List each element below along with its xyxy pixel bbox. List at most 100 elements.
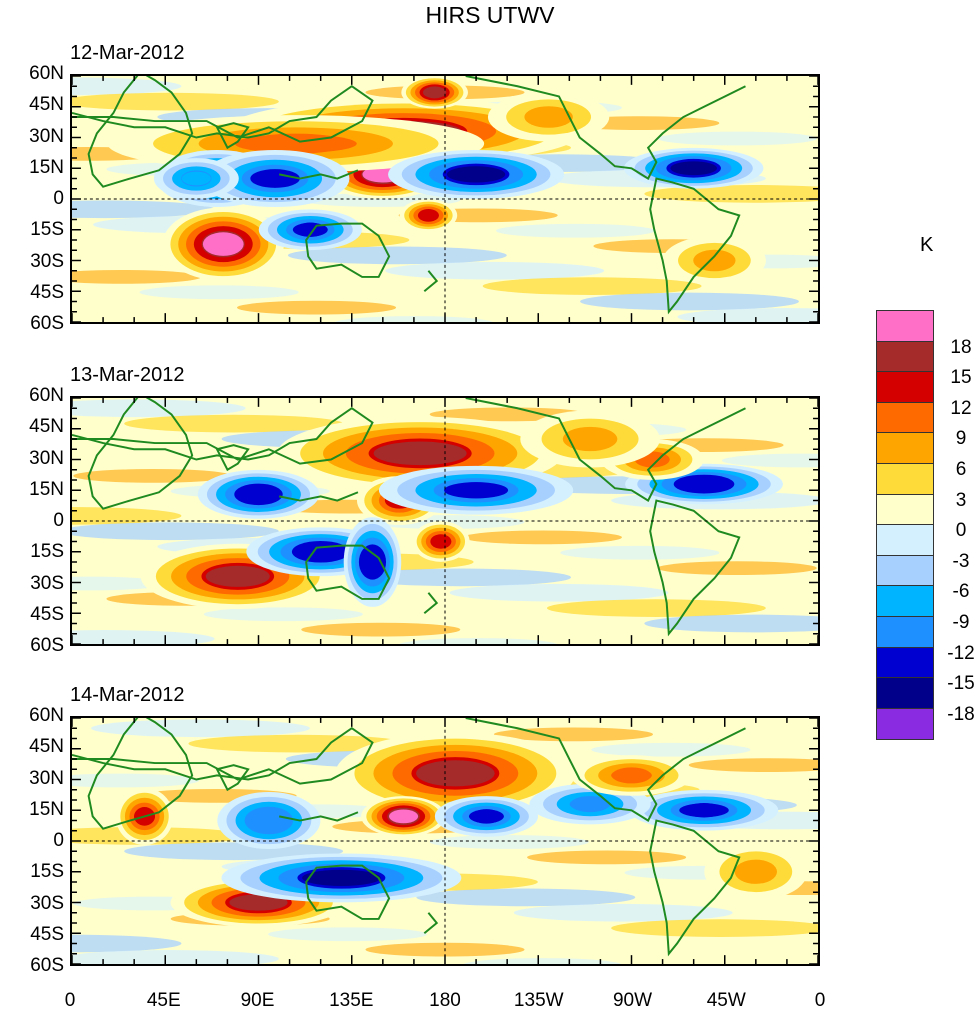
anomaly-core: [238, 486, 279, 503]
colorbar-swatch: [877, 647, 933, 679]
colorbar-swatch: [877, 708, 933, 740]
coastline: [72, 727, 374, 785]
coastline: [649, 177, 741, 315]
lat-label: 60S: [30, 635, 64, 656]
anomaly-core: [670, 161, 717, 176]
background-band: [188, 734, 408, 753]
anomaly-field: [72, 718, 818, 964]
coastline: [215, 764, 250, 792]
lat-label: 15N: [29, 156, 64, 178]
anomaly-blob: [529, 783, 651, 825]
colorbar-swatch: [877, 555, 933, 587]
anomaly-blob: [221, 853, 462, 903]
coastline: [278, 169, 359, 180]
background-band: [449, 583, 669, 602]
lat-label: 0: [53, 188, 64, 209]
colorbar-swatch: [877, 311, 933, 342]
lon-label: 0: [64, 990, 76, 1011]
colorbar-label: -3: [952, 550, 970, 572]
anomaly-blob: [434, 796, 539, 837]
background-band: [688, 758, 818, 773]
axis-ticks: [72, 76, 818, 322]
background-band: [72, 77, 182, 96]
figure-title: HIRS UTWV: [425, 2, 555, 28]
coastline: [278, 491, 359, 502]
lat-label: 45S: [30, 281, 64, 303]
background-band: [139, 285, 299, 300]
background-band: [644, 614, 818, 633]
anomaly-blob: [335, 732, 576, 815]
background-band: [527, 850, 687, 865]
anomaly-core: [181, 171, 211, 186]
anomaly-blob: [399, 199, 458, 232]
anomaly-core: [430, 534, 452, 549]
panel-2-date: 13-Mar-2012: [70, 364, 185, 386]
background-band: [287, 246, 507, 265]
anomaly-blob: [662, 236, 766, 285]
axis-ticks: [72, 398, 818, 644]
coastline: [649, 819, 741, 957]
anomaly-core: [422, 86, 447, 99]
colorbar-label: -18: [947, 703, 975, 725]
panel-3-date: 14-Mar-2012: [70, 684, 185, 706]
coastline: [215, 122, 250, 150]
anomaly-core: [738, 862, 774, 882]
coastline: [215, 444, 250, 472]
anomaly-blob: [570, 755, 693, 796]
colorbar-label: 3: [955, 489, 967, 511]
anomaly-core: [569, 797, 611, 811]
anomaly-core: [468, 809, 504, 824]
lon-label: 180: [429, 990, 461, 1011]
anomaly-core: [250, 169, 300, 188]
coastline: [465, 76, 746, 180]
anomaly-blob: [378, 465, 574, 515]
background-band: [657, 561, 817, 576]
axis-ticks: [72, 718, 818, 964]
lon-label: 90W: [612, 990, 653, 1011]
background-band: [546, 599, 766, 617]
coastline: [278, 811, 359, 822]
background-band: [611, 919, 818, 937]
anomaly-core: [679, 803, 729, 818]
lat-label: 45N: [29, 94, 64, 116]
map-panel-1: [70, 74, 820, 324]
background-band: [72, 270, 202, 284]
lon-label: 135E: [329, 990, 374, 1011]
anomaly-blob: [197, 469, 320, 519]
map-panel-3: [70, 716, 820, 966]
anomaly-blob: [162, 207, 284, 281]
background-band: [416, 888, 636, 907]
background-band: [72, 507, 182, 525]
lat-label: 60N: [29, 63, 64, 84]
background-band: [124, 414, 344, 433]
lon-label: 0: [814, 990, 826, 1011]
colorbar-swatch: [877, 341, 933, 373]
anomaly-core: [202, 232, 244, 256]
colorbar-swatch: [877, 525, 933, 556]
lat-label: 15S: [30, 541, 64, 563]
colorbar-unit: K: [920, 234, 934, 256]
anomaly-blob: [629, 789, 779, 831]
anomaly-core: [302, 869, 381, 887]
colorbar-swatch: [877, 402, 933, 434]
colorbar-swatch: [877, 494, 933, 526]
colorbar-label: -12: [947, 642, 975, 664]
lat-label: 45S: [30, 603, 64, 625]
lat-label: 30S: [30, 250, 64, 272]
background-band: [493, 727, 654, 742]
lat-label: 45S: [30, 923, 64, 945]
background-band: [72, 522, 279, 541]
coastline: [649, 499, 741, 637]
colorbar-swatch: [877, 372, 933, 403]
background-band: [721, 453, 818, 468]
colorbar-label: 0: [955, 520, 967, 542]
anomaly-blob: [153, 158, 239, 199]
coastline: [423, 270, 439, 293]
background-band: [268, 927, 428, 942]
anomaly-blob: [388, 149, 565, 199]
colorbar-label: -15: [947, 673, 975, 695]
colorbar-label: 6: [955, 459, 967, 480]
anomaly-blob: [520, 410, 660, 468]
background-band: [72, 773, 200, 788]
colorbar-swatch: [877, 616, 933, 648]
